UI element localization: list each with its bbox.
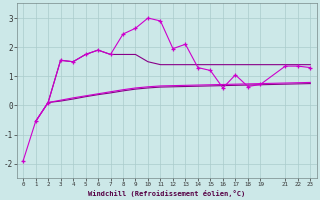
X-axis label: Windchill (Refroidissement éolien,°C): Windchill (Refroidissement éolien,°C) [88, 190, 245, 197]
